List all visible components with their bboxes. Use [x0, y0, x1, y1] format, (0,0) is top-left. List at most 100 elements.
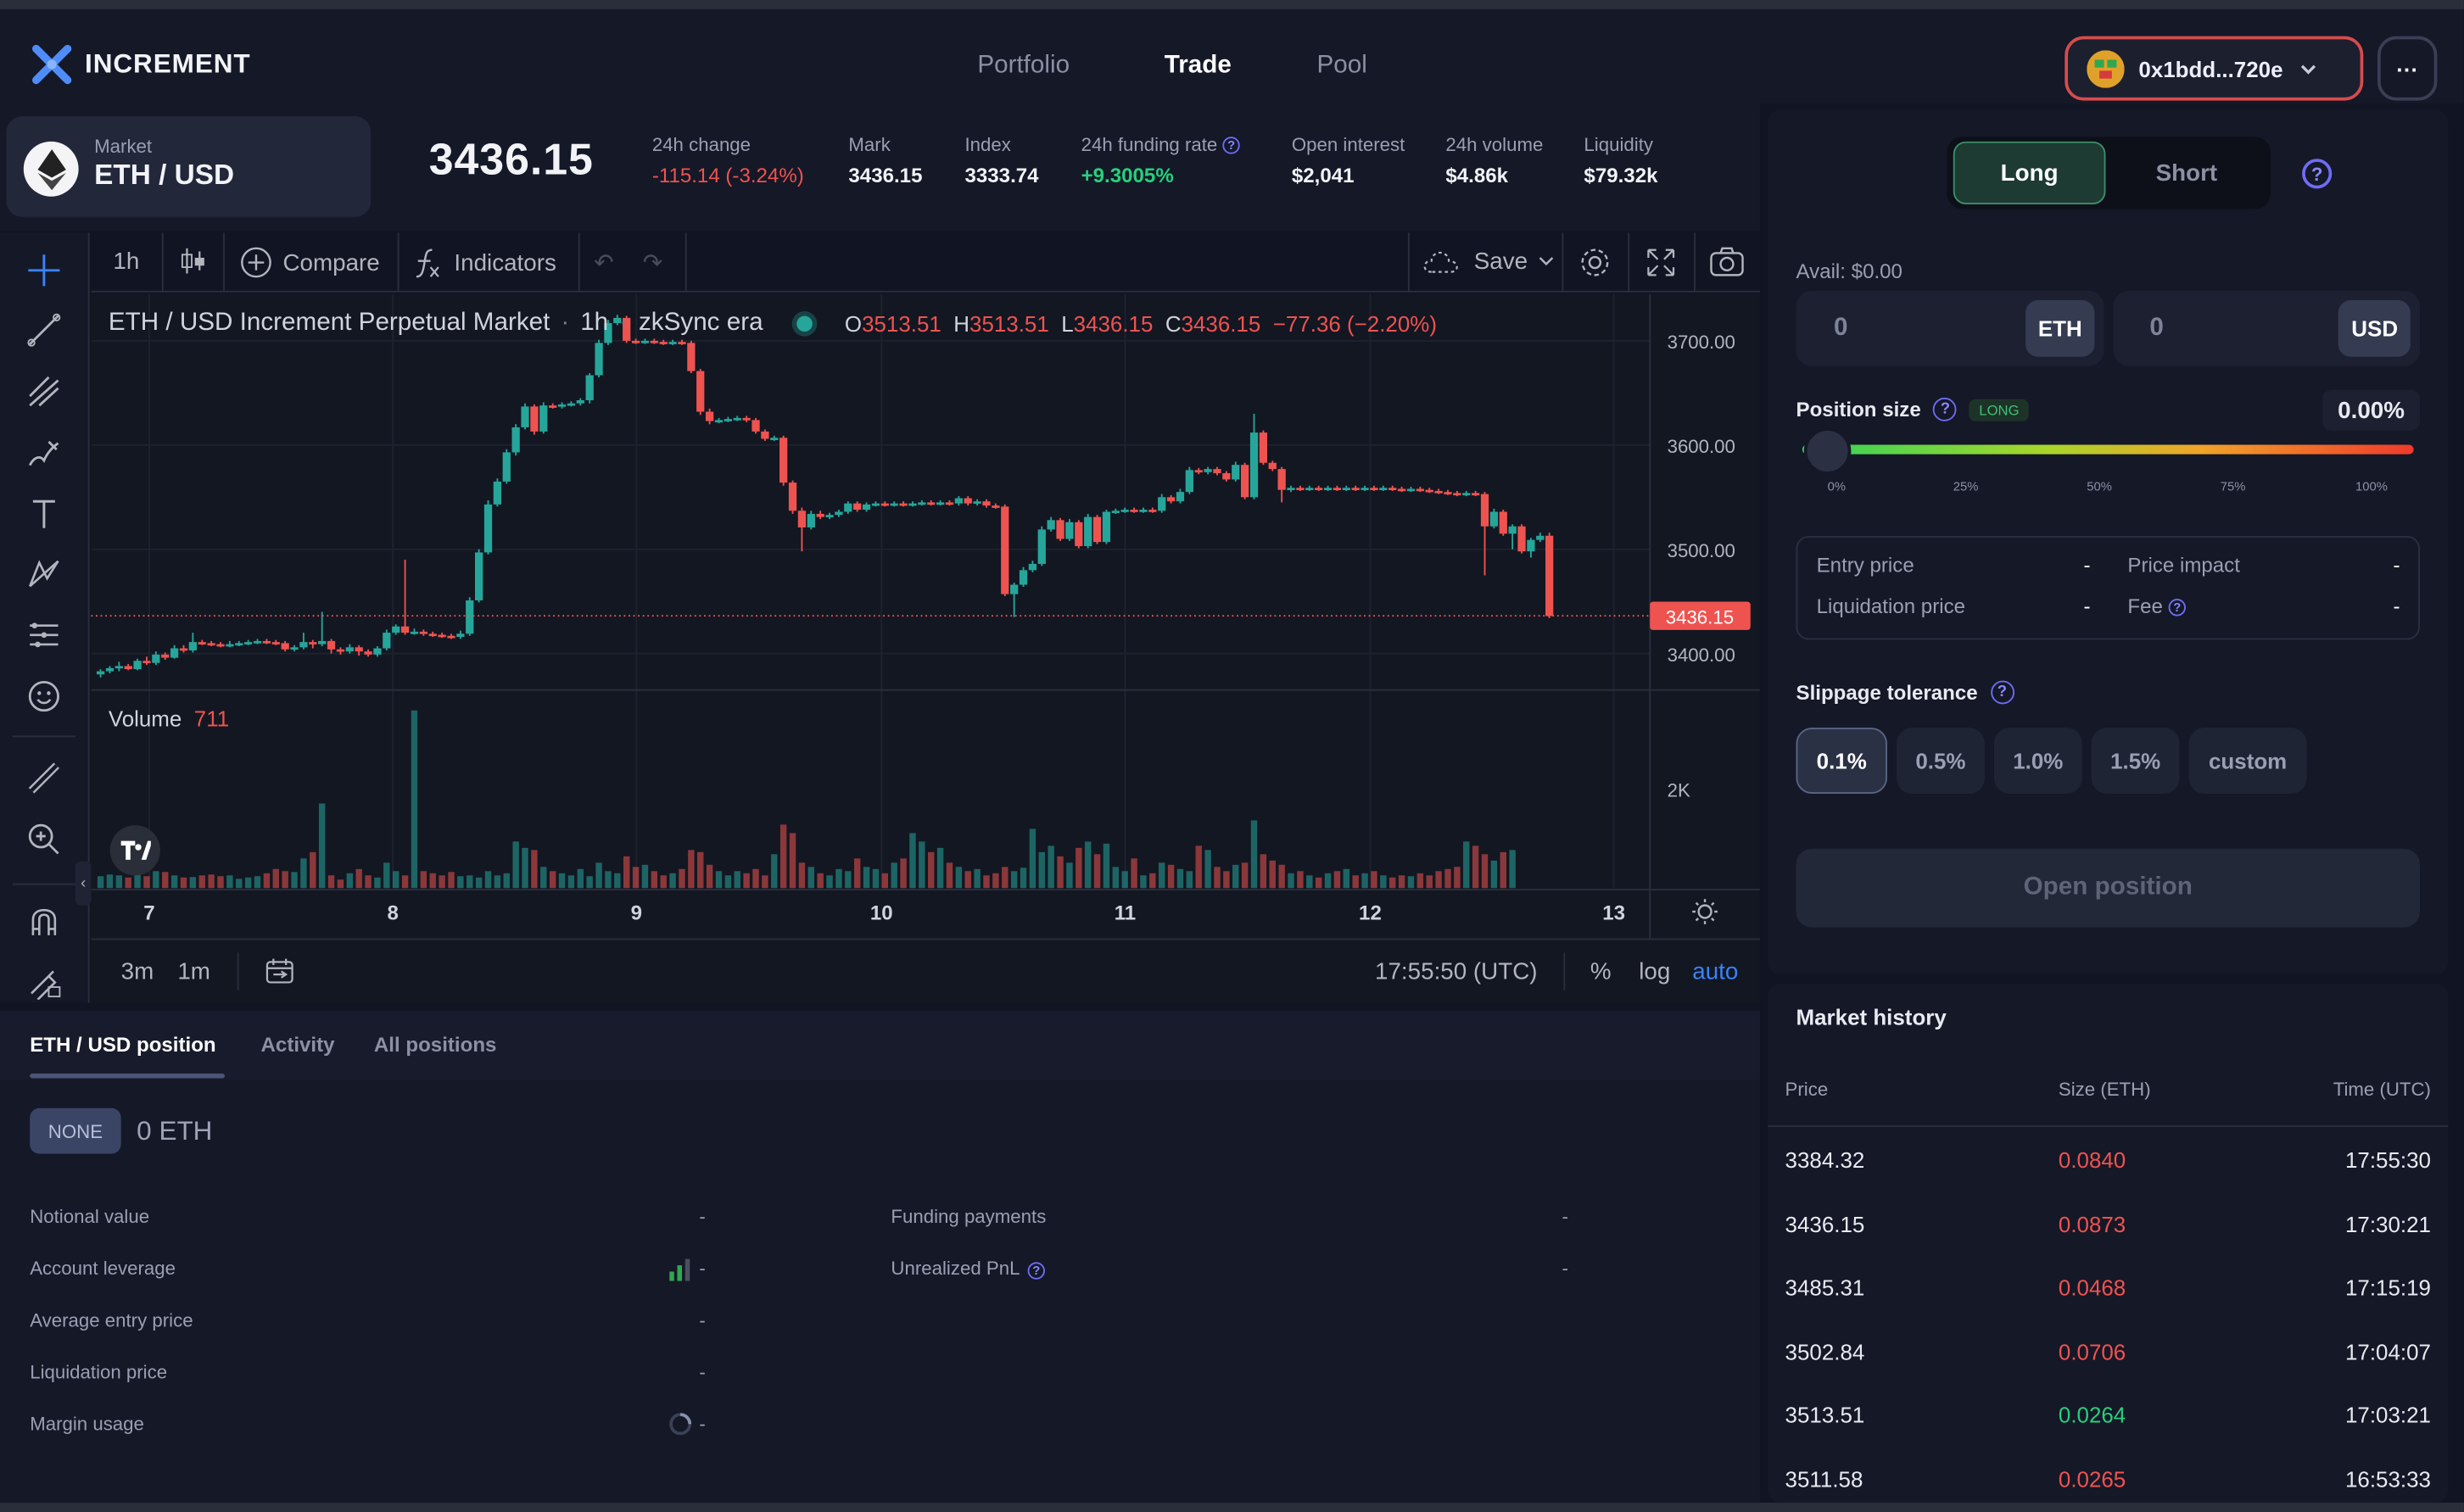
- help-icon[interactable]: ?: [1990, 680, 2014, 705]
- tab-all-positions[interactable]: All positions: [373, 1032, 497, 1057]
- log-scale-toggle[interactable]: log: [1639, 958, 1671, 986]
- pattern-icon[interactable]: [22, 552, 66, 596]
- history-price: 3436.15: [1785, 1211, 1865, 1236]
- settings-gear-icon[interactable]: [1578, 245, 1612, 286]
- candle-style-icon[interactable]: [179, 245, 207, 282]
- quote-amount-input[interactable]: 0 USD: [2113, 290, 2421, 366]
- nav-portfolio[interactable]: Portfolio: [977, 52, 1070, 79]
- side-help-icon[interactable]: ?: [2302, 159, 2333, 189]
- undo-icon[interactable]: ↶: [594, 249, 614, 277]
- candle-body: [816, 513, 824, 517]
- nav-trade[interactable]: Trade: [1164, 52, 1232, 79]
- volume-bar: [1297, 871, 1304, 889]
- base-amount-input[interactable]: 0 ETH: [1796, 290, 2104, 366]
- fullscreen-icon[interactable]: [1644, 245, 1679, 286]
- margin-usage-ring-icon: [668, 1411, 693, 1444]
- interval-selector[interactable]: 1h: [113, 248, 140, 276]
- save-button[interactable]: Save: [1421, 245, 1556, 276]
- candle-body: [927, 502, 936, 505]
- price-chart[interactable]: 3436.15 3700.00 3600.00 3500.00 3400.00 2K 7 8 9…: [91, 293, 1760, 939]
- top-bar: INCREMENT Portfolio Trade Pool 0x1bdd...…: [0, 9, 2464, 110]
- volume-bar: [1306, 875, 1313, 889]
- candle-body: [1194, 470, 1203, 473]
- forecast-icon[interactable]: [22, 613, 66, 657]
- history-time: 17:04:07: [2345, 1338, 2431, 1364]
- volume-bar: [955, 867, 963, 889]
- chart-canvas[interactable]: 3436.15 3700.00 3600.00 3500.00 3400.00 2K 7 8 9…: [91, 293, 1760, 939]
- indicators-button[interactable]: Indicators: [413, 245, 556, 280]
- slippage-option-0.1[interactable]: 0.1%: [1796, 728, 1887, 795]
- lock-drawing-icon[interactable]: [22, 959, 66, 1003]
- tab-eth-usd-position[interactable]: ETH / USD position: [30, 1032, 216, 1057]
- time-axis-settings-icon[interactable]: [1697, 904, 1713, 919]
- long-tab[interactable]: Long: [1953, 141, 2106, 204]
- range-1m[interactable]: 1m: [177, 958, 210, 986]
- percent-scale-toggle[interactable]: %: [1590, 958, 1612, 986]
- candle-body: [299, 642, 308, 648]
- volume-bar: [1380, 875, 1387, 889]
- candle-body: [1453, 493, 1461, 496]
- volume-bar: [697, 851, 704, 889]
- candle-body: [797, 511, 807, 527]
- help-icon[interactable]: ?: [1933, 397, 1958, 421]
- candle-body: [714, 420, 724, 423]
- leverage-bars-icon: [669, 1258, 695, 1289]
- help-icon[interactable]: ?: [1222, 137, 1240, 155]
- tab-activity[interactable]: Activity: [260, 1032, 335, 1057]
- volume-bar: [393, 871, 399, 889]
- volume-bar: [1315, 877, 1322, 889]
- tradingview-logo-icon[interactable]: [109, 825, 160, 876]
- emoji-icon[interactable]: [22, 674, 66, 718]
- chart-clock[interactable]: 17:55:50 (UTC): [1375, 958, 1538, 986]
- collapse-toolbar-button[interactable]: ‹: [75, 861, 92, 906]
- candle-body: [761, 431, 769, 439]
- volume-bar: [180, 877, 187, 889]
- app-logo[interactable]: INCREMENT: [31, 44, 251, 85]
- volume-bar: [310, 851, 316, 889]
- date-range-icon[interactable]: [264, 956, 295, 993]
- pitchfork-icon[interactable]: [22, 370, 66, 414]
- volume-bar: [660, 875, 667, 889]
- market-selector[interactable]: Market ETH / USD: [6, 116, 372, 217]
- position-size-percent[interactable]: 0.00%: [2322, 389, 2421, 431]
- trendline-icon[interactable]: [22, 308, 66, 352]
- slippage-option-0.5[interactable]: 0.5%: [1897, 728, 1985, 795]
- magnet-icon[interactable]: [22, 901, 66, 945]
- redo-icon[interactable]: ↷: [642, 249, 663, 277]
- open-position-button[interactable]: Open position: [1796, 848, 2421, 928]
- volume-bar: [244, 877, 252, 889]
- text-tool-icon[interactable]: [22, 492, 66, 536]
- slippage-option-1.0[interactable]: 1.0%: [1993, 728, 2082, 795]
- zoom-in-icon[interactable]: [22, 817, 66, 862]
- help-icon[interactable]: ?: [2168, 599, 2187, 617]
- candle-body: [1416, 488, 1424, 492]
- slippage-option-custom[interactable]: custom: [2188, 728, 2307, 795]
- sun-ray: [1711, 918, 1715, 922]
- short-tab[interactable]: Short: [2155, 159, 2218, 187]
- auto-scale-toggle[interactable]: auto: [1692, 958, 1739, 986]
- volume-bar: [807, 867, 815, 889]
- volume-bar: [1002, 867, 1009, 889]
- stat-open-interest-value: $2,041: [1291, 163, 1355, 187]
- wallet-button[interactable]: 0x1bdd...720e: [2065, 36, 2364, 101]
- camera-icon[interactable]: [1708, 245, 1746, 286]
- crosshair-icon[interactable]: [22, 248, 66, 293]
- brush-icon[interactable]: [22, 431, 66, 475]
- volume-bar: [1112, 867, 1120, 889]
- position-size-slider[interactable]: [1802, 444, 2414, 455]
- compare-button[interactable]: Compare: [239, 245, 380, 280]
- volume-bar: [1472, 845, 1479, 889]
- history-time: 17:30:21: [2345, 1211, 2431, 1236]
- nav-pool[interactable]: Pool: [1316, 52, 1367, 79]
- range-3m[interactable]: 3m: [120, 958, 154, 986]
- col-size: Size (ETH): [2058, 1078, 2151, 1101]
- candle-body: [271, 642, 280, 644]
- slider-handle[interactable]: [1803, 427, 1852, 475]
- slippage-option-1.5[interactable]: 1.5%: [2091, 728, 2180, 795]
- ruler-icon[interactable]: [22, 756, 66, 801]
- candle-body: [170, 648, 179, 658]
- more-menu-button[interactable]: ···: [2377, 36, 2438, 101]
- volume-bar: [669, 873, 676, 889]
- unrealized-pnl-help-icon[interactable]: ?: [1027, 1258, 1045, 1286]
- candle-body: [318, 640, 327, 644]
